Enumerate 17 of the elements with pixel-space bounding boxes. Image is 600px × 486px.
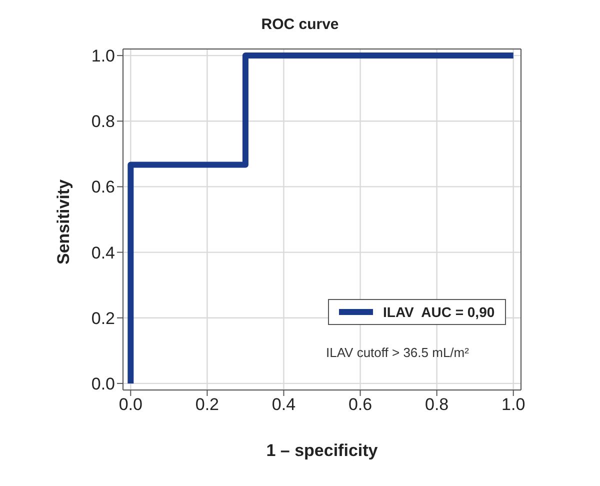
legend-label: ILAV AUC = 0,90 <box>382 304 495 320</box>
annotation: ILAV cutoff > 36.5 mL/m² <box>326 345 469 360</box>
y-tick-label: 0.2 <box>91 308 115 328</box>
y-tick-label: 0.0 <box>91 374 115 394</box>
x-tick-label: 0.2 <box>195 395 220 414</box>
x-tick-label: 0.8 <box>424 395 449 414</box>
x-tick-label: 0.0 <box>118 395 142 414</box>
x-tick-label: 0.4 <box>272 395 296 414</box>
y-tick-label: 0.8 <box>91 112 115 132</box>
x-tick-label: 1.0 <box>502 395 526 414</box>
x-axis-title: 1 – specificity <box>266 441 378 460</box>
y-tick-label: 1.0 <box>91 46 115 66</box>
y-axis-title: Sensitivity <box>54 178 74 264</box>
chart-title: ROC curve <box>260 16 340 33</box>
y-tick-label: 0.4 <box>91 243 115 262</box>
y-tick-label: 0.6 <box>91 178 115 197</box>
x-tick-label: 0.6 <box>348 395 372 414</box>
